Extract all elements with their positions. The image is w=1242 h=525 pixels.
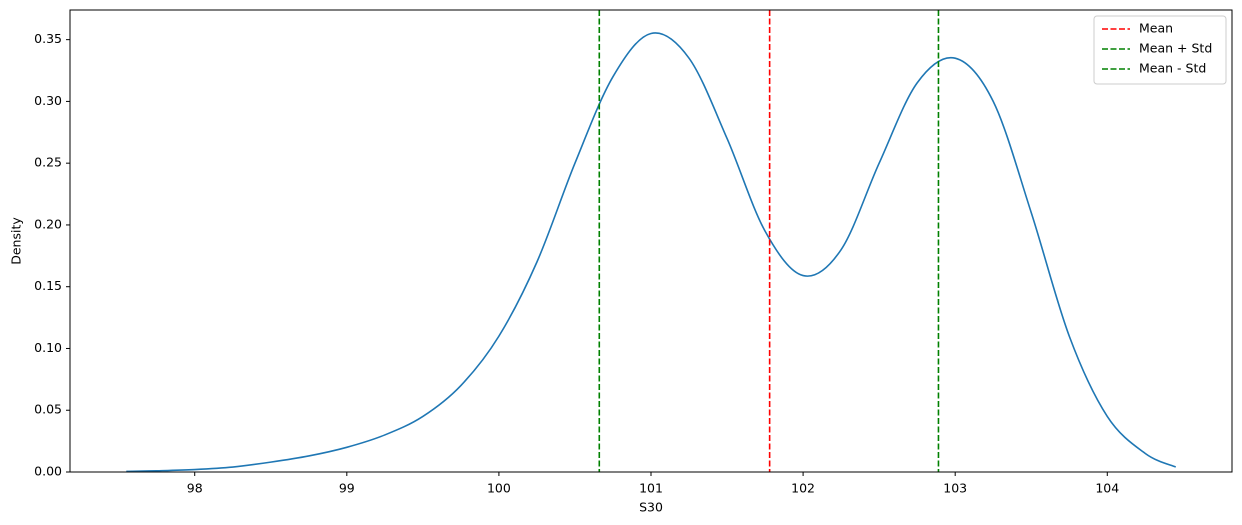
y-tick-label: 0.15 (34, 278, 62, 293)
y-tick-label: 0.10 (34, 340, 62, 355)
legend-label: Mean - Std (1139, 61, 1206, 76)
plot-frame (69, 9, 1233, 473)
x-tick-label: 103 (943, 481, 967, 496)
y-tick-label: 0.35 (34, 31, 62, 46)
y-axis-label: Density (9, 217, 24, 265)
density-curve (126, 32, 1177, 473)
y-tick-label: 0.05 (34, 402, 62, 417)
x-tick-label: 101 (639, 481, 663, 496)
x-tick-label: 98 (187, 481, 203, 496)
x-tick-label: 99 (339, 481, 355, 496)
y-tick-label: 0.25 (34, 155, 62, 170)
legend-box (1093, 15, 1227, 85)
x-tick-label: 104 (1095, 481, 1119, 496)
legend-label: Mean + Std (1139, 41, 1212, 56)
x-tick-label: 102 (791, 481, 815, 496)
y-tick-label: 0.20 (34, 216, 62, 231)
x-tick-label: 100 (487, 481, 511, 496)
legend-label: Mean (1139, 21, 1173, 36)
y-tick-label: 0.30 (34, 93, 62, 108)
x-axis-label: S30 (639, 500, 663, 515)
y-tick-label: 0.00 (34, 464, 62, 479)
